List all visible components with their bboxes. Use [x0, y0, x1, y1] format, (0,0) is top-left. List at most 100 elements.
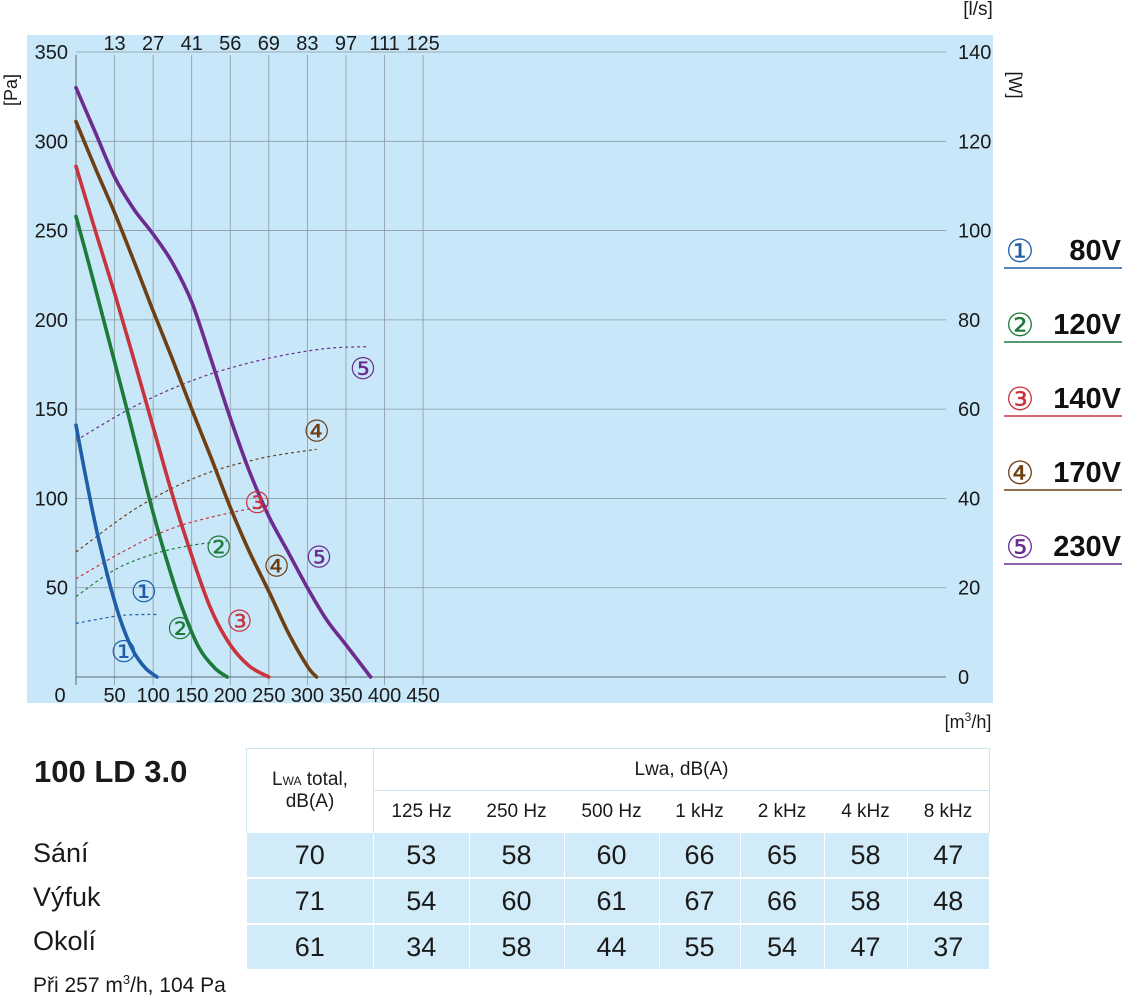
pressure-curve-marker: ① [110, 636, 137, 669]
plot-background [27, 35, 993, 703]
total-header-sub: WA [282, 774, 302, 788]
pressure-curve-marker: ④ [263, 550, 290, 583]
band-value-cell: 65 [740, 833, 825, 879]
table-row: 61 34 58 44 55 54 47 37 [246, 924, 990, 971]
band-label: 125 Hz [373, 790, 469, 833]
x-top-tick-label: 83 [296, 33, 318, 55]
x-tick-label: 0 [54, 685, 65, 707]
y-right-tick-label: 60 [958, 399, 980, 421]
pressure-curve-marker: ⑤ [306, 541, 333, 574]
row-label: Výfuk [33, 882, 101, 912]
total-cell: 71 [246, 878, 374, 925]
y-right-tick-label: 140 [958, 42, 991, 64]
legend-marker-2: ② [1006, 307, 1035, 343]
legend-marker-4: ④ [1006, 455, 1035, 491]
x-top-tick-label: 41 [181, 33, 203, 55]
x-tick-label: 400 [368, 685, 401, 707]
band-value-cell: 55 [659, 924, 741, 971]
y-axis-label: [Pa] [1, 74, 21, 106]
power-curve-2 [75, 540, 228, 598]
pressure-curve-4 [74, 119, 319, 679]
row-label: Sání [33, 838, 89, 868]
x-tick-label: 100 [136, 685, 169, 707]
note-pre: Při 257 m [33, 974, 123, 997]
band-value-cell: 66 [659, 833, 741, 879]
total-header: LWA total, dB(A) [246, 748, 374, 833]
x-top-tick-label: 69 [258, 33, 280, 55]
band-value-cell: 34 [373, 924, 470, 971]
legend-marker-3: ③ [1006, 381, 1035, 417]
power-curve-marker: ② [205, 532, 232, 565]
band-value-cell: 58 [469, 924, 565, 971]
y-right-tick-label: 20 [958, 578, 980, 600]
noise-table: LWA total, dB(A) Lwa, dB(A) 125 Hz 250 Hz… [246, 748, 990, 971]
x-tick-label: 350 [329, 685, 362, 707]
legend: ① 80V ② 120V ③ 140V ④ 170V ⑤ 230V [1004, 233, 1122, 565]
y-right-tick-label: 80 [958, 310, 980, 332]
band-value-cell: 54 [373, 878, 470, 925]
band-value-cell: 47 [907, 833, 990, 879]
total-header-main: L [272, 769, 283, 790]
band-label: 1 kHz [659, 790, 740, 833]
pressure-curve-3 [74, 164, 271, 679]
table-row: 71 54 60 61 67 66 58 48 [246, 878, 990, 925]
legend-marker-5: ⑤ [1006, 529, 1035, 565]
band-value-cell: 58 [824, 878, 908, 925]
x-axis-label: [m3/h] [945, 710, 992, 732]
power-curve-1 [75, 613, 158, 624]
power-curve-marker: ① [130, 576, 157, 609]
band-value-cell: 48 [907, 878, 990, 925]
band-value-cell: 58 [824, 833, 908, 879]
grid [76, 51, 946, 685]
band-label: 2 kHz [740, 790, 824, 833]
band-value-cell: 60 [469, 878, 565, 925]
y-right-axis-label: [W] [1005, 72, 1025, 99]
power-curve-5 [75, 346, 370, 441]
band-header: Lwa, dB(A) [373, 748, 990, 791]
total-header-rest: total, [301, 769, 348, 790]
power-curve-marker: ③ [244, 487, 271, 520]
x-top-tick-label: 56 [219, 33, 241, 55]
y-tick-label: 350 [35, 42, 68, 64]
total-cell: 70 [246, 833, 374, 879]
legend-label-4: 170V [1053, 457, 1121, 489]
x-top-tick-label: 27 [142, 33, 164, 55]
note-post: /h, 104 Pa [130, 974, 226, 997]
band-value-cell: 54 [740, 924, 825, 971]
pressure-curve-2 [74, 214, 229, 679]
band-value-cell: 61 [564, 878, 660, 925]
legend-label-3: 140V [1053, 383, 1121, 415]
y-right-tick-label: 120 [958, 131, 991, 153]
band-value-cell: 60 [564, 833, 660, 879]
y-tick-label: 100 [35, 488, 68, 510]
band-label: 250 Hz [469, 790, 564, 833]
y-tick-label: 50 [46, 578, 68, 600]
x-tick-label: 50 [103, 685, 125, 707]
pressure-curve-5 [74, 85, 373, 679]
legend-label-5: 230V [1053, 531, 1121, 563]
y-tick-label: 250 [35, 221, 68, 243]
x-top-tick-label: 13 [103, 33, 125, 55]
band-value-cell: 67 [659, 878, 741, 925]
legend-marker-1: ① [1006, 233, 1035, 269]
power-curve-marker: ④ [303, 415, 330, 448]
total-header-unit: dB(A) [285, 791, 335, 812]
x-top-tick-label: 125 [406, 33, 439, 55]
x-tick-label: 250 [252, 685, 285, 707]
pressure-curve-1 [74, 423, 159, 679]
operating-point-note: Při 257 m3/h, 104 Pa [33, 972, 226, 998]
total-cell: 61 [246, 924, 374, 971]
band-value-cell: 58 [469, 833, 565, 879]
x-tick-label: 300 [291, 685, 324, 707]
band-value-cell: 66 [740, 878, 825, 925]
legend-label-2: 120V [1053, 309, 1121, 341]
band-value-cell: 47 [824, 924, 908, 971]
x-top-axis-label: [l/s] [963, 0, 993, 20]
y-tick-label: 200 [35, 310, 68, 332]
table-row: 70 53 58 60 66 65 58 47 [246, 833, 990, 879]
band-label: 8 kHz [907, 790, 990, 833]
pressure-curves [74, 85, 373, 679]
